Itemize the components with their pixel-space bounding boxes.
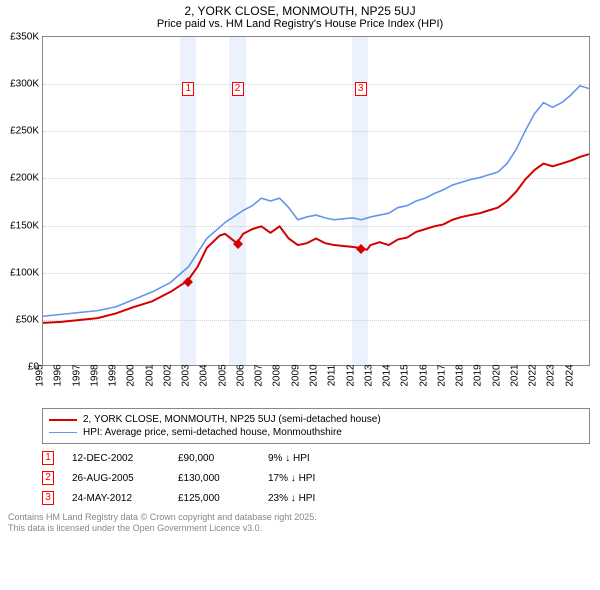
- y-tick-label: £250K: [10, 126, 39, 137]
- title-block: 2, YORK CLOSE, MONMOUTH, NP25 5UJ Price …: [0, 0, 600, 30]
- x-tick-label: 2003: [181, 364, 192, 386]
- x-tick-label: 2004: [199, 364, 210, 386]
- x-tick-label: 2011: [327, 365, 338, 387]
- x-tick-label: 2020: [491, 364, 502, 386]
- x-tick-label: 2017: [436, 364, 447, 386]
- x-tick-label: 2023: [546, 364, 557, 386]
- legend-label: 2, YORK CLOSE, MONMOUTH, NP25 5UJ (semi-…: [83, 414, 381, 425]
- x-tick-label: 2010: [309, 364, 320, 386]
- x-tick-label: 2008: [272, 364, 283, 386]
- plot-area: £0£50K£100K£150K£200K£250K£300K£350K123: [42, 36, 590, 366]
- x-tick-label: 2021: [510, 364, 521, 386]
- footer: Contains HM Land Registry data © Crown c…: [8, 512, 590, 535]
- footer-line: This data is licensed under the Open Gov…: [8, 523, 590, 534]
- x-tick-label: 2013: [363, 364, 374, 386]
- x-tick-label: 2009: [290, 364, 301, 386]
- legend-label: HPI: Average price, semi-detached house,…: [83, 427, 342, 438]
- y-tick-label: £350K: [10, 32, 39, 43]
- y-tick-label: £50K: [16, 314, 39, 325]
- x-tick-label: 2005: [217, 364, 228, 386]
- event-marker: 3: [42, 491, 54, 505]
- event-date: 12-DEC-2002: [72, 453, 160, 464]
- legend-item: 2, YORK CLOSE, MONMOUTH, NP25 5UJ (semi-…: [49, 413, 583, 426]
- chart-subtitle: Price paid vs. HM Land Registry's House …: [0, 18, 600, 30]
- x-tick-label: 2024: [564, 364, 575, 386]
- legend-swatch: [49, 419, 77, 421]
- x-axis-labels: 1995199619971998199920002001200220032004…: [42, 366, 590, 402]
- event-date: 24-MAY-2012: [72, 493, 160, 504]
- x-tick-label: 1995: [35, 364, 46, 386]
- event-marker: 1: [42, 451, 54, 465]
- x-tick-label: 2007: [254, 364, 265, 386]
- x-tick-label: 2015: [400, 364, 411, 386]
- legend: 2, YORK CLOSE, MONMOUTH, NP25 5UJ (semi-…: [42, 408, 590, 444]
- sale-marker-box: 1: [182, 82, 194, 96]
- sale-marker-box: 2: [232, 82, 244, 96]
- y-tick-label: £200K: [10, 173, 39, 184]
- event-row: 1 12-DEC-2002 £90,000 9% ↓ HPI: [42, 448, 590, 468]
- x-tick-label: 1996: [53, 364, 64, 386]
- legend-swatch: [49, 432, 77, 433]
- events-table: 1 12-DEC-2002 £90,000 9% ↓ HPI 2 26-AUG-…: [42, 448, 590, 508]
- event-price: £125,000: [178, 493, 250, 504]
- event-marker: 2: [42, 471, 54, 485]
- x-tick-label: 2006: [236, 364, 247, 386]
- x-tick-label: 2019: [473, 364, 484, 386]
- event-row: 3 24-MAY-2012 £125,000 23% ↓ HPI: [42, 488, 590, 508]
- x-tick-label: 2018: [455, 364, 466, 386]
- event-price: £90,000: [178, 453, 250, 464]
- chart-title: 2, YORK CLOSE, MONMOUTH, NP25 5UJ: [0, 4, 600, 18]
- y-tick-label: £100K: [10, 267, 39, 278]
- sale-marker-box: 3: [355, 82, 367, 96]
- x-tick-label: 2016: [418, 364, 429, 386]
- x-tick-label: 2012: [345, 364, 356, 386]
- y-tick-label: £300K: [10, 79, 39, 90]
- x-tick-label: 2022: [528, 364, 539, 386]
- x-tick-label: 2002: [162, 364, 173, 386]
- x-tick-label: 2014: [382, 364, 393, 386]
- event-row: 2 26-AUG-2005 £130,000 17% ↓ HPI: [42, 468, 590, 488]
- x-tick-label: 2001: [144, 364, 155, 386]
- y-tick-label: £150K: [10, 220, 39, 231]
- event-date: 26-AUG-2005: [72, 473, 160, 484]
- legend-item: HPI: Average price, semi-detached house,…: [49, 426, 583, 439]
- x-tick-label: 1998: [89, 364, 100, 386]
- event-diff: 23% ↓ HPI: [268, 493, 315, 504]
- x-tick-label: 1999: [108, 364, 119, 386]
- x-tick-label: 1997: [71, 364, 82, 386]
- event-diff: 9% ↓ HPI: [268, 453, 310, 464]
- x-tick-label: 2000: [126, 364, 137, 386]
- footer-line: Contains HM Land Registry data © Crown c…: [8, 512, 590, 523]
- chart-container: 2, YORK CLOSE, MONMOUTH, NP25 5UJ Price …: [0, 0, 600, 590]
- event-price: £130,000: [178, 473, 250, 484]
- event-diff: 17% ↓ HPI: [268, 473, 315, 484]
